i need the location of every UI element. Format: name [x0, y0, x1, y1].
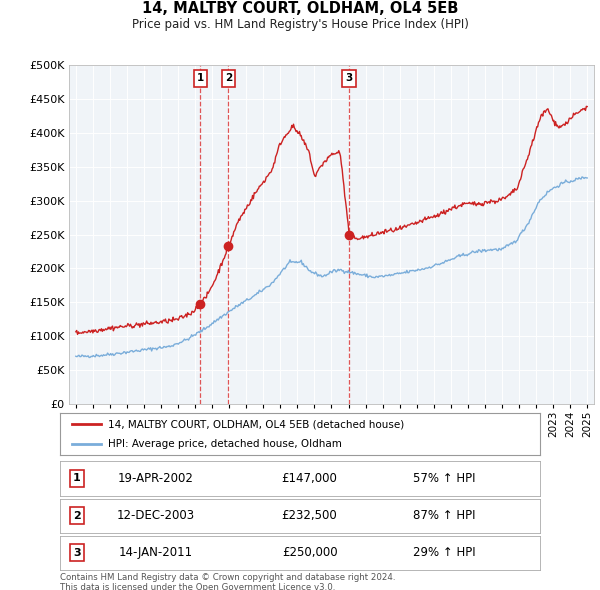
Text: Contains HM Land Registry data © Crown copyright and database right 2024.
This d: Contains HM Land Registry data © Crown c… [60, 573, 395, 590]
Text: £232,500: £232,500 [282, 509, 337, 522]
Text: 14-JAN-2011: 14-JAN-2011 [119, 546, 193, 559]
Text: £147,000: £147,000 [281, 472, 338, 485]
Text: 2: 2 [73, 511, 80, 520]
Text: 3: 3 [73, 548, 80, 558]
Text: HPI: Average price, detached house, Oldham: HPI: Average price, detached house, Oldh… [108, 439, 342, 449]
Text: 3: 3 [346, 74, 353, 83]
Text: Price paid vs. HM Land Registry's House Price Index (HPI): Price paid vs. HM Land Registry's House … [131, 18, 469, 31]
Text: £250,000: £250,000 [282, 546, 337, 559]
Text: 12-DEC-2003: 12-DEC-2003 [117, 509, 195, 522]
Text: 2: 2 [225, 74, 232, 83]
Text: 1: 1 [73, 474, 80, 483]
Text: 29% ↑ HPI: 29% ↑ HPI [413, 546, 475, 559]
Text: 19-APR-2002: 19-APR-2002 [118, 472, 194, 485]
Text: 14, MALTBY COURT, OLDHAM, OL4 5EB (detached house): 14, MALTBY COURT, OLDHAM, OL4 5EB (detac… [108, 419, 404, 430]
Text: 1: 1 [197, 74, 204, 83]
Text: 57% ↑ HPI: 57% ↑ HPI [413, 472, 475, 485]
Text: 87% ↑ HPI: 87% ↑ HPI [413, 509, 475, 522]
Text: 14, MALTBY COURT, OLDHAM, OL4 5EB: 14, MALTBY COURT, OLDHAM, OL4 5EB [142, 1, 458, 16]
